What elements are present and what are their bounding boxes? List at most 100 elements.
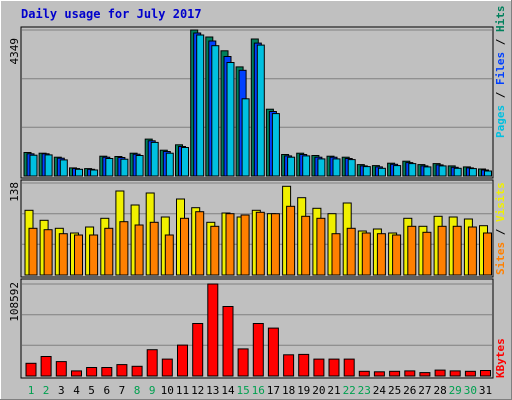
bar-pages-day-4 (75, 168, 83, 177)
x-label-day-15: 15 (236, 384, 249, 397)
legend-pages: Pages (494, 105, 507, 138)
bar-kbytes-day-24 (373, 371, 385, 377)
legend-middle: Sites / Visits (494, 182, 507, 275)
bar-sites-day-21 (331, 233, 341, 276)
x-label-day-23: 23 (358, 384, 371, 397)
bar-pages-day-6 (105, 158, 114, 177)
bar-kbytes-day-14 (222, 306, 234, 377)
bar-sites-day-4 (74, 234, 83, 276)
bar-kbytes-day-12 (192, 323, 204, 377)
x-axis-labels: 1 2 3 4 5 6 7 8 9 10 11 12 13 14 15 16 17 18 19 20 21 22 23 24 2… (28, 384, 492, 397)
x-label-day-7: 7 (119, 384, 126, 397)
bar-sites-day-10 (164, 234, 174, 276)
bar-pages-day-11 (181, 147, 189, 177)
bar-pages-day-28 (438, 165, 447, 177)
bar-sites-day-19 (301, 215, 311, 276)
bar-kbytes-day-10 (161, 358, 173, 377)
bar-sites-day-11 (180, 217, 189, 276)
bar-kbytes-day-23 (358, 370, 370, 377)
bar-pages-day-1 (29, 154, 38, 177)
bar-pages-day-15 (241, 98, 250, 177)
bar-sites-day-18 (286, 205, 296, 276)
x-label-day-20: 20 (312, 384, 325, 397)
bar-pages-day-21 (332, 158, 341, 177)
bar-kbytes-day-21 (328, 358, 340, 377)
bar-sites-day-30 (467, 226, 477, 276)
legend-sep-1: / (494, 85, 507, 105)
bar-pages-day-9 (150, 141, 159, 177)
bar-sites-day-20 (316, 217, 326, 276)
bar-pages-day-25 (393, 165, 402, 177)
bar-kbytes-day-18 (283, 354, 295, 377)
x-label-day-26: 26 (403, 384, 416, 397)
chart-title: Daily usage for July 2017 (21, 7, 202, 21)
bar-sites-day-1 (28, 227, 38, 276)
x-label-day-1: 1 (28, 384, 35, 397)
x-label-day-3: 3 (58, 384, 65, 397)
bar-kbytes-day-9 (146, 349, 158, 377)
bar-pages-day-8 (135, 155, 144, 177)
bar-kbytes-day-13 (207, 283, 219, 377)
bar-kbytes-day-26 (404, 370, 416, 377)
x-label-day-22: 22 (343, 384, 356, 397)
bar-pages-day-31 (484, 170, 492, 177)
bar-kbytes-day-6 (101, 367, 113, 377)
x-label-day-21: 21 (327, 384, 340, 397)
bar-sites-day-8 (134, 224, 144, 276)
bar-sites-day-25 (392, 234, 402, 276)
legend-hits: Hits (494, 6, 507, 33)
x-label-day-6: 6 (103, 384, 110, 397)
x-label-day-27: 27 (418, 384, 431, 397)
x-label-day-16: 16 (252, 384, 265, 397)
x-label-day-19: 19 (297, 384, 310, 397)
bar-kbytes-day-15 (237, 348, 249, 377)
x-label-day-18: 18 (282, 384, 295, 397)
bar-kbytes-day-7 (116, 364, 128, 377)
bar-kbytes-day-28 (434, 369, 446, 377)
bar-kbytes-day-30 (464, 370, 476, 377)
bar-kbytes-day-31 (480, 370, 491, 377)
bar-kbytes-day-27 (419, 372, 431, 377)
bar-kbytes-day-17 (267, 327, 279, 377)
bar-sites-day-2 (43, 229, 53, 276)
x-label-day-30: 30 (464, 384, 477, 397)
bar-pages-day-12 (196, 34, 205, 177)
bar-sites-day-9 (149, 221, 159, 276)
bar-kbytes-day-5 (86, 367, 98, 377)
x-label-day-14: 14 (221, 384, 235, 397)
bar-kbytes-day-25 (389, 370, 401, 377)
x-label-day-31: 31 (479, 384, 492, 397)
bar-pages-day-5 (90, 169, 99, 177)
legend-visits: Visits (494, 182, 507, 222)
bar-pages-day-7 (120, 158, 129, 177)
bar-sites-day-31 (483, 232, 492, 276)
bar-sites-day-5 (89, 234, 99, 276)
bar-pages-day-19 (302, 155, 311, 177)
x-label-day-8: 8 (134, 384, 141, 397)
bar-kbytes-day-29 (449, 370, 461, 377)
bar-sites-day-17 (270, 213, 280, 276)
bar-sites-day-12 (195, 211, 205, 276)
bar-sites-day-16 (255, 211, 265, 276)
bar-sites-day-24 (376, 233, 386, 276)
bars-layer (23, 29, 492, 377)
bar-pages-day-26 (408, 163, 417, 177)
x-label-day-24: 24 (373, 384, 387, 397)
bar-pages-day-22 (347, 159, 356, 177)
bar-pages-day-24 (377, 167, 386, 177)
bar-pages-day-23 (362, 166, 371, 177)
legend-kbytes: KBytes (494, 338, 507, 378)
bar-pages-day-20 (317, 158, 326, 177)
bar-pages-day-16 (256, 44, 265, 177)
x-label-day-25: 25 (388, 384, 401, 397)
bar-pages-day-10 (165, 152, 174, 177)
x-label-day-28: 28 (433, 384, 446, 397)
bar-kbytes-day-11 (177, 344, 188, 377)
x-label-day-4: 4 (73, 384, 80, 397)
bar-pages-day-2 (44, 154, 53, 177)
bar-kbytes-day-22 (343, 358, 355, 377)
middle-ymax-label: 138 (8, 182, 21, 202)
bar-kbytes-day-3 (55, 361, 67, 377)
bar-pages-day-17 (271, 113, 280, 177)
